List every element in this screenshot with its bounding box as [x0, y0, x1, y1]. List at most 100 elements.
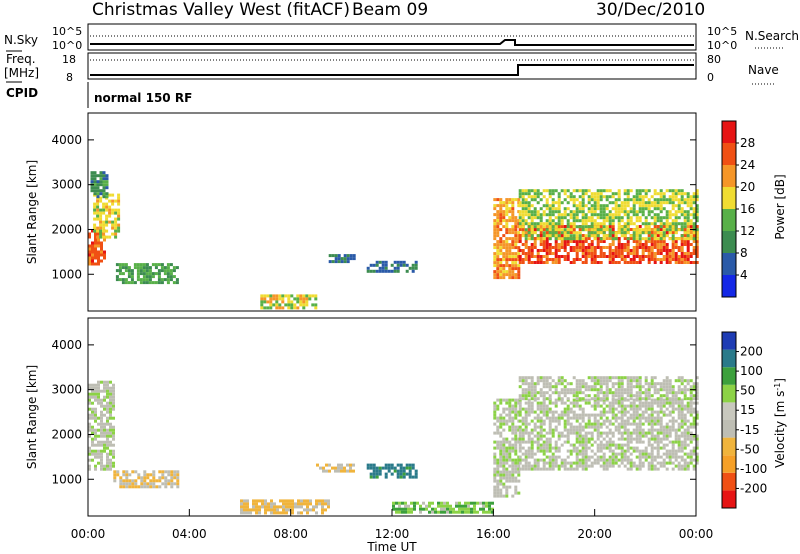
scatter-cell: [560, 213, 564, 217]
scatter-cell: [680, 467, 684, 471]
scatter-cell: [527, 204, 531, 208]
scatter-cell: [514, 243, 518, 247]
scatter-cell: [626, 394, 630, 398]
scatter-cell: [517, 479, 521, 483]
scatter-cell: [93, 174, 97, 178]
scatter-cell: [402, 475, 406, 479]
scatter-cell: [686, 255, 690, 258]
scatter-cell: [97, 262, 100, 266]
scatter-cell: [689, 261, 693, 264]
scatter-cell: [659, 231, 663, 235]
scatter-cell: [692, 419, 696, 423]
scatter-cell: [668, 379, 672, 383]
scatter-cell: [499, 434, 503, 438]
scatter-cell: [542, 195, 546, 199]
scatter-cell: [530, 410, 534, 414]
scatter-cell: [593, 249, 597, 252]
scatter-cell: [635, 382, 639, 386]
scatter-cell: [309, 499, 312, 503]
scatter-cell: [502, 419, 506, 423]
scatter-cell: [674, 431, 678, 435]
scatter-cell: [518, 255, 522, 258]
scatter-cell: [638, 413, 642, 417]
scatter-cell: [305, 294, 309, 298]
scatter-cell: [173, 473, 177, 477]
scatter-cell: [641, 246, 645, 249]
scatter-cell: [108, 220, 112, 224]
scatter-cell: [596, 261, 600, 264]
scatter-cell: [554, 216, 558, 220]
scatter-cell: [578, 219, 582, 223]
scatter-cell: [641, 391, 645, 395]
scatter-cell: [632, 252, 636, 255]
scatter-cell: [157, 281, 161, 285]
scatter-cell: [527, 461, 531, 465]
scatter-cell: [641, 464, 645, 468]
scatter-cell: [587, 376, 591, 380]
scatter-cell: [518, 201, 522, 205]
scatter-cell: [623, 243, 627, 246]
scatter-cell: [97, 398, 100, 402]
scatter-cell: [337, 257, 341, 261]
scatter-cell: [502, 440, 506, 444]
scatter-cell: [384, 475, 388, 479]
scatter-cell: [632, 385, 636, 389]
scatter-cell: [518, 222, 522, 226]
scatter-cell: [650, 416, 654, 420]
scatter-cell: [275, 297, 279, 301]
scatter-cell: [527, 437, 531, 441]
scatter-cell: [593, 198, 597, 202]
scatter-cell: [108, 205, 112, 209]
scatter-cell: [100, 401, 103, 405]
scatter-cell: [611, 391, 615, 395]
scatter-cell: [692, 422, 696, 426]
scatter-cell: [578, 228, 582, 231]
scatter-cell: [551, 228, 555, 232]
scatter-cell: [533, 255, 537, 258]
scatter-cell: [575, 198, 579, 202]
scatter-cell: [626, 428, 630, 432]
scatter-cell: [109, 443, 112, 447]
colorbar-tick-label: -50: [740, 442, 760, 456]
scatter-cell: [581, 228, 585, 232]
scatter-cell: [641, 416, 645, 420]
scatter-cell: [505, 455, 509, 459]
scatter-cell: [569, 467, 573, 471]
scatter-cell: [656, 198, 660, 202]
scatter-cell: [572, 404, 576, 408]
scatter-cell: [602, 410, 606, 414]
scatter-cell: [623, 407, 627, 411]
scatter-cell: [172, 269, 176, 273]
velocity-data-cells: [88, 376, 699, 515]
scatter-cell: [632, 419, 636, 423]
scatter-cell: [125, 473, 129, 477]
scatter-cell: [584, 219, 588, 223]
scatter-cell: [288, 499, 291, 503]
scatter-cell: [629, 385, 633, 389]
scatter-cell: [563, 189, 567, 193]
scatter-cell: [689, 461, 693, 465]
scatter-cell: [554, 464, 558, 468]
scatter-cell: [623, 192, 627, 196]
scatter-cell: [584, 422, 588, 426]
scatter-cell: [502, 467, 506, 471]
scatter-cell: [560, 237, 564, 241]
scatter-cell: [626, 434, 630, 438]
scatter-cell: [626, 219, 630, 223]
scatter-cell: [629, 382, 633, 386]
scatter-cell: [656, 228, 660, 232]
scatter-cell: [593, 416, 597, 420]
scatter-cell: [587, 210, 591, 214]
scatter-cell: [566, 222, 570, 226]
nsky-panel-frame: [87, 23, 697, 51]
scatter-cell: [88, 253, 91, 257]
scatter-cell: [282, 511, 285, 515]
scatter-cell: [626, 216, 630, 220]
scatter-cell: [638, 455, 642, 459]
scatter-cell: [349, 469, 352, 473]
scatter-cell: [539, 234, 543, 237]
scatter-cell: [294, 502, 297, 506]
scatter-cell: [99, 183, 103, 187]
scatter-cell: [629, 413, 633, 417]
